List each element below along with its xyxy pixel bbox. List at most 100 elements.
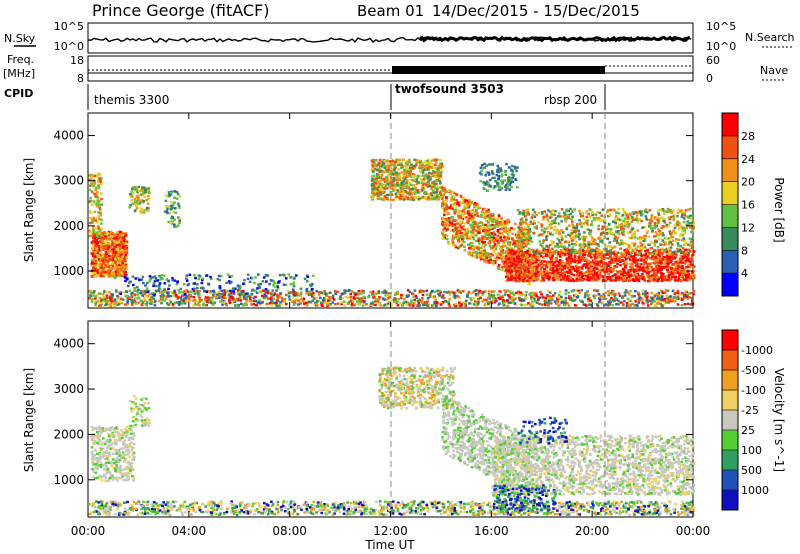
echo-cell [109, 304, 113, 307]
echo-cell [97, 180, 100, 183]
echo-cell [187, 290, 190, 294]
echo-cell [469, 246, 473, 249]
echo-cell [512, 239, 515, 242]
echo-cell [90, 175, 93, 179]
echo-cell [145, 295, 148, 298]
echo-cell [371, 162, 375, 165]
echo-cell [528, 234, 532, 238]
echo-cell [320, 291, 323, 294]
echo-cell [449, 221, 452, 225]
echo-cell [246, 277, 250, 280]
echo-cell [291, 288, 295, 291]
echo-cell [689, 265, 692, 269]
echo-cell [515, 259, 519, 263]
echo-cell [196, 287, 199, 290]
echo-cell [393, 170, 397, 174]
echo-cell [565, 270, 568, 273]
echo-cell [99, 214, 102, 217]
echo-cell [471, 235, 475, 239]
echo-cell [491, 259, 495, 262]
echo-cell [420, 289, 423, 292]
echo-cell [136, 286, 139, 289]
echo-cell [106, 272, 110, 275]
echo-cell [543, 299, 547, 303]
echo-cell [103, 236, 107, 239]
echo-cell [387, 168, 390, 171]
echo-cell [511, 296, 514, 299]
echo-cell [97, 249, 101, 252]
echo-cell [474, 251, 478, 254]
echo-cell [456, 222, 459, 225]
echo-cell [686, 265, 690, 269]
echo-cell [275, 301, 278, 305]
echo-cell [165, 194, 169, 198]
echo-cell [692, 250, 696, 253]
echo-cell [406, 196, 409, 199]
echo-cell [468, 252, 471, 256]
echo-cell [107, 234, 111, 237]
echo-cell [657, 300, 661, 303]
echo-cell [510, 269, 513, 272]
echo-cell [657, 277, 661, 280]
echo-cell [445, 199, 448, 202]
echo-cell [242, 293, 245, 296]
echo-cell [439, 291, 442, 294]
echo-cell [469, 201, 473, 204]
echo-cell [123, 259, 127, 263]
noise-right-tick-bottom: 10^0 [706, 40, 736, 53]
echo-cell [511, 261, 515, 264]
echo-cell [405, 165, 409, 169]
echo-cell [468, 247, 471, 250]
echo-cell [478, 206, 482, 210]
echo-cell [209, 291, 213, 295]
echo-cell [522, 265, 525, 268]
echo-cell [427, 175, 430, 179]
echo-cell [207, 298, 210, 301]
echo-cell [90, 241, 94, 244]
echo-cell [484, 290, 487, 293]
echo-cell [507, 294, 511, 298]
echo-cell [599, 295, 603, 298]
echo-cell [369, 291, 372, 294]
echo-cell [374, 163, 377, 166]
echo-cell [436, 179, 439, 183]
echo-cell [505, 268, 508, 272]
echo-cell [262, 289, 265, 292]
echo-cell [134, 188, 137, 191]
echo-cell [413, 164, 417, 168]
echo-cell [477, 301, 481, 304]
echo-cell [109, 237, 113, 240]
echo-cell [425, 183, 428, 187]
echo-cell [243, 293, 247, 297]
echo-cell [426, 167, 430, 170]
echo-cell [458, 246, 461, 249]
echo-cell [499, 220, 503, 224]
echo-cell [167, 205, 171, 208]
echo-cell [375, 184, 378, 188]
echo-cell [418, 161, 422, 165]
echo-cell [93, 240, 97, 243]
echo-cell [114, 265, 117, 268]
echo-cell [421, 161, 425, 165]
echo-cell [387, 181, 390, 184]
echo-cell [499, 245, 502, 248]
echo-cell [493, 261, 497, 264]
echo-cell [489, 213, 492, 216]
echo-cell [376, 168, 379, 171]
echo-cell [232, 292, 236, 295]
echo-cell [99, 234, 103, 237]
echo-cell [669, 300, 672, 303]
echo-cell [480, 213, 483, 217]
echo-cell [479, 225, 482, 228]
echo-cell [435, 304, 438, 308]
echo-cell [394, 189, 397, 192]
echo-cell [481, 293, 485, 296]
freq-tick-bottom: 8 [77, 72, 84, 85]
echo-cell [183, 283, 186, 286]
echo-cell [101, 239, 104, 243]
echo-cell [467, 227, 470, 231]
echo-cell [91, 246, 94, 249]
echo-cell [473, 202, 477, 205]
echo-cell [146, 202, 150, 205]
echo-cell [375, 193, 378, 196]
